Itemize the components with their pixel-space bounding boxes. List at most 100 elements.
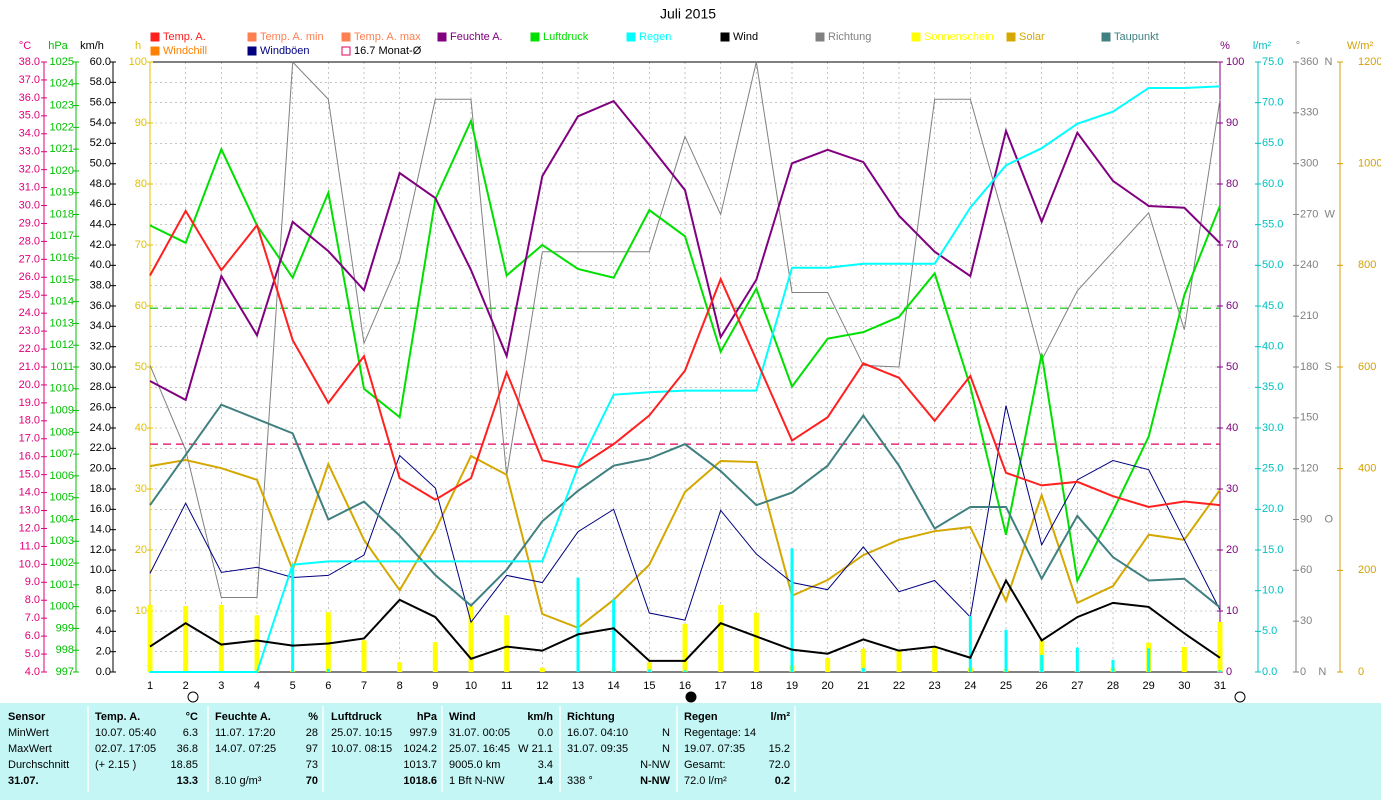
rain-bar (291, 564, 295, 672)
y-tick-label: 50 (1226, 361, 1238, 373)
table-cell: 97 (306, 743, 318, 755)
table-cell: 1024.2 (403, 743, 437, 755)
table-cell: 25.07. 10:15 (331, 727, 392, 739)
series-line (149, 99, 1221, 402)
axis-unit: W/m² (1347, 40, 1374, 52)
y-tick-label: 60.0 (90, 56, 111, 68)
x-tick-label: 15 (643, 680, 655, 692)
legend-swatch (247, 46, 257, 56)
x-tick-label: 25 (1000, 680, 1012, 692)
y-tick-label: 21.0 (19, 361, 40, 373)
y-tick-label: 11.0 (19, 540, 40, 552)
table-cell: Gesamt: (684, 759, 726, 771)
x-tick-label: 13 (572, 680, 584, 692)
axis-unit: % (1220, 40, 1230, 52)
table-cell: 11.07. 17:20 (215, 727, 275, 739)
y-tick-label: 5.0 (1262, 625, 1277, 637)
sunshine-bar (825, 657, 831, 672)
y-tick-label: 22.0 (19, 343, 40, 355)
y-tick-label: 8.0 (96, 585, 111, 597)
x-tick-label: 7 (361, 680, 367, 692)
table-cell: 72.0 (769, 759, 790, 771)
table-cell: 10.07. 08:15 (331, 743, 392, 755)
y-tick-label: 56.0 (90, 97, 111, 109)
legend-label: Taupunkt (1114, 31, 1159, 43)
y-tick-label: 1019 (50, 187, 74, 199)
y-tick-label: 210 (1300, 310, 1318, 322)
y-tick-label: 1005 (50, 492, 74, 504)
x-tick-label: 29 (1143, 680, 1155, 692)
y-tick-label: 1003 (50, 535, 74, 547)
y-tick-label: 1023 (50, 99, 74, 111)
y-tick-label: 270 W (1300, 208, 1335, 220)
table-cell: W 21.1 (518, 743, 553, 755)
rain-bar (790, 548, 794, 672)
series-line (149, 578, 1221, 662)
table-cell: Wind (449, 711, 476, 723)
y-tick-label: 30 (135, 483, 147, 495)
y-tick-label: 50 (135, 361, 147, 373)
y-tick-label: 0.0 (96, 666, 111, 678)
y-tick-label: 15.0 (19, 469, 40, 481)
table-cell: N (662, 743, 670, 755)
y-tick-label: 70 (135, 239, 147, 251)
sunshine-bar (718, 604, 724, 672)
sunshine-bar (254, 615, 260, 672)
y-tick-label: 7.0 (25, 612, 40, 624)
y-tick-label: 60 (1226, 300, 1238, 312)
y-tick-label: 997 (56, 666, 74, 678)
table-cell: Feuchte A. (215, 711, 271, 723)
x-tick-label: 23 (929, 680, 941, 692)
y-tick-label: 70 (1226, 239, 1238, 251)
x-tick-label: 9 (432, 680, 438, 692)
y-tick-label: 35.0 (19, 110, 40, 122)
rain-bar (683, 670, 687, 672)
legend-swatch (720, 32, 730, 42)
axis-unit: ° (1296, 40, 1300, 52)
series-line (149, 454, 1221, 629)
x-tick-label: 21 (857, 680, 869, 692)
y-tick-label: 14.0 (90, 524, 111, 536)
y-tick-label: 13.0 (19, 504, 40, 516)
x-tick-label: 6 (325, 680, 331, 692)
legend-swatch (1101, 32, 1111, 42)
x-tick-label: 10 (465, 680, 477, 692)
y-tick-label: 4.0 (25, 666, 40, 678)
y-tick-label: 999 (56, 622, 74, 634)
y-tick-label: 16.0 (19, 451, 40, 463)
table-background (0, 703, 1381, 800)
y-tick-label: 20.0 (19, 379, 40, 391)
table-cell: 997.9 (409, 727, 437, 739)
y-tick-label: 60.0 (1262, 178, 1283, 190)
axis-unit: km/h (80, 40, 104, 52)
y-tick-label: 19.0 (19, 397, 40, 409)
y-tick-label: 25.0 (19, 289, 40, 301)
legend-label: Windböen (260, 45, 310, 57)
rain-bar (968, 615, 972, 672)
y-tick-label: 240 (1300, 259, 1318, 271)
rain-bar (1004, 629, 1008, 672)
y-tick-label: 20.0 (90, 463, 111, 475)
x-tick-label: 28 (1107, 680, 1119, 692)
y-tick-label: 33.0 (19, 146, 40, 158)
rain-bar (326, 668, 330, 672)
rain-bar (576, 577, 580, 672)
y-tick-label: 28.0 (19, 235, 40, 247)
rain-bar (647, 669, 651, 672)
chart-title: Juli 2015 (660, 6, 716, 22)
y-tick-label: 10 (1226, 605, 1238, 617)
series-line (149, 405, 1221, 624)
y-tick-label: 54.0 (90, 117, 111, 129)
y-tick-label: 46.0 (90, 198, 111, 210)
y-tick-label: 0 (1226, 666, 1232, 678)
y-tick-label: 31.0 (19, 181, 40, 193)
x-tick-label: 3 (218, 680, 224, 692)
legend-swatch (1006, 32, 1016, 42)
y-tick-label: 1025 (50, 56, 74, 68)
legend-swatch (341, 32, 351, 42)
y-tick-label: 998 (56, 644, 74, 656)
series-line (149, 403, 1221, 609)
table-cell: (+ 2.15 ) (95, 759, 136, 771)
table-cell: 9005.0 km (449, 759, 500, 771)
